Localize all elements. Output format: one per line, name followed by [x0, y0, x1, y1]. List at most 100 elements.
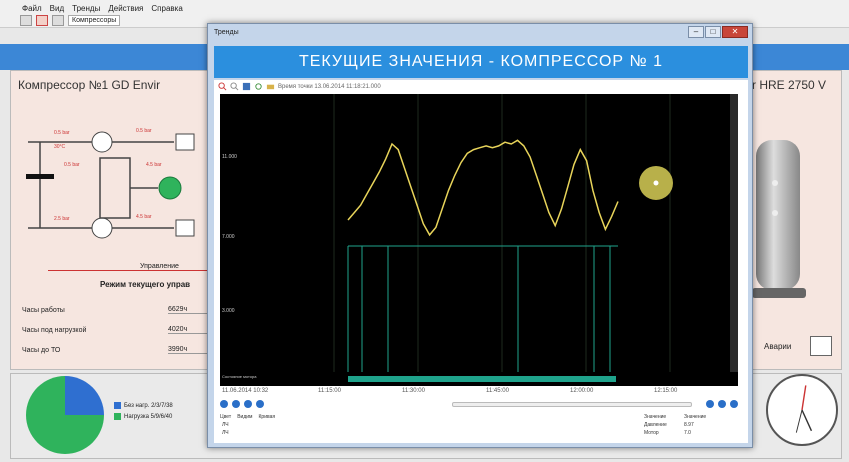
readout-value: 8.97 [684, 422, 694, 428]
mode-label: Режим текущего управ [100, 280, 191, 289]
svg-text:30°C: 30°C [54, 144, 66, 150]
print-icon[interactable] [266, 82, 275, 91]
readouts: Значение Значение Давление 8.97 Мотор 7.0 [644, 414, 714, 438]
alarm-label: Аварии [764, 342, 792, 351]
readout-row: Значение Значение [644, 414, 714, 420]
svg-text:0.5 bar: 0.5 bar [64, 162, 80, 168]
zoom-in-time-icon[interactable] [706, 400, 714, 408]
pie-legend: Без нагр. 2/3/7/38 Нагрузка 5/9/6/40 [114, 402, 173, 424]
y-tick-label: 3.000 [222, 308, 235, 314]
load-pie-chart [26, 376, 104, 454]
stat-label: Часы работы [22, 306, 65, 314]
tank-base [752, 288, 806, 298]
control-label: Управление [140, 263, 179, 270]
menu-actions[interactable]: Действия [108, 4, 144, 13]
readout-row: Мотор 7.0 [644, 430, 714, 436]
stat-label: Часы до ТО [22, 346, 61, 354]
trend-header: ТЕКУЩИЕ ЗНАЧЕНИЯ - КОМПРЕССОР № 1 [214, 46, 748, 78]
svg-text:2.5 bar: 2.5 bar [54, 216, 70, 222]
view-tab[interactable]: Компрессоры [68, 15, 121, 26]
window-title: Тренды [214, 29, 239, 36]
legend-label: Нагрузка 5/9/6/40 [124, 413, 173, 420]
time-tick: 11:30:00 [402, 388, 425, 394]
toolbar-button[interactable] [52, 15, 64, 26]
prev-icon[interactable] [232, 400, 240, 408]
curve-row[interactable]: ЛЧ [222, 422, 229, 428]
legend-swatch [114, 413, 121, 420]
clock-icon [766, 374, 838, 446]
stat-value: 4020ч [168, 326, 212, 334]
stat-value: 6629ч [168, 306, 212, 314]
curve-row[interactable]: ЛЧ [222, 430, 229, 436]
menu-file[interactable]: Файл [22, 4, 42, 13]
stat-label: Часы под нагрузкой [22, 326, 87, 334]
pump-icon [91, 131, 113, 153]
trend-plot[interactable]: 11.000 7.000 3.000 [220, 94, 738, 372]
legend-label: Без нагр. 2/3/7/38 [124, 402, 173, 409]
time-tick: 12:00:00 [570, 388, 594, 394]
time-scroll[interactable] [452, 402, 692, 407]
window-titlebar[interactable]: Тренды [208, 24, 752, 41]
pump-icon [91, 217, 113, 239]
time-tick: 12:15:00 [654, 388, 678, 394]
play-icon[interactable] [244, 400, 252, 408]
timeline-label: Состояние мотора [222, 374, 257, 379]
trend-chart [333, 94, 673, 372]
filter-icon [26, 174, 54, 179]
zoom-out-icon[interactable] [230, 82, 239, 91]
port-icon [772, 210, 778, 216]
toolbar-button[interactable] [20, 15, 32, 26]
y-tick-label: 11.000 [222, 154, 237, 160]
vertical-scrollbar[interactable] [730, 94, 738, 372]
readout-value: Значение [684, 414, 707, 420]
readout-name: Значение [644, 414, 667, 420]
compressor-title: Компрессор №1 GD Envir [18, 78, 161, 92]
toolbar: Компрессоры [20, 15, 121, 26]
main-menu: Файл Вид Тренды Действия Справка [22, 4, 183, 13]
zoom-out-time-icon[interactable] [718, 400, 726, 408]
divider [48, 270, 208, 271]
readout-name: Мотор [644, 430, 659, 436]
status-lamp-icon [158, 176, 182, 200]
svg-text:4.5 bar: 4.5 bar [146, 162, 162, 168]
time-tick: 11.06.2014 10:32 [222, 388, 269, 394]
stat-row: Часы под нагрузкой 4020ч [22, 326, 212, 334]
compressor-schematic: 0.5 bar 30°C 0.5 bar 0.5 bar 4.5 bar 2.5… [26, 128, 195, 239]
receiver-tank-icon [756, 140, 800, 290]
time-axis: 11.06.2014 10:32 11:15:00 11:30:00 11:45… [220, 387, 738, 397]
col-visible: Видим [237, 414, 253, 420]
window-controls: – □ ✕ [688, 26, 748, 38]
readout-row: Давление 8.97 [644, 422, 714, 428]
port-icon [772, 180, 778, 186]
minimize-button[interactable]: – [688, 26, 704, 38]
last-icon[interactable] [730, 400, 738, 408]
maximize-button[interactable]: □ [705, 26, 721, 38]
cursor-marker-dot [653, 180, 659, 186]
refresh-icon[interactable] [254, 82, 263, 91]
zoom-in-icon[interactable] [218, 82, 227, 91]
svg-text:0.5 bar: 0.5 bar [54, 130, 70, 136]
motor-state-timeline: Состояние мотора [220, 372, 738, 386]
legend-item: Без нагр. 2/3/7/38 [114, 402, 173, 409]
state-bar [348, 376, 616, 382]
time-tick: 11:45:00 [486, 388, 509, 394]
navigation-bar [220, 398, 738, 410]
col-curve: Кривая [258, 414, 276, 420]
menu-help[interactable]: Справка [151, 4, 183, 13]
save-icon[interactable] [242, 82, 251, 91]
close-button[interactable]: ✕ [722, 26, 748, 38]
valve-block [99, 157, 131, 219]
menu-view[interactable]: Вид [49, 4, 65, 13]
first-icon[interactable] [220, 400, 228, 408]
receiver-title: r HRE 2750 V [752, 78, 827, 92]
next-icon[interactable] [256, 400, 264, 408]
toolbar-button-active[interactable] [36, 15, 48, 26]
alarm-checkbox[interactable] [810, 336, 832, 356]
chart-toolbar: Время точки 13.06.2014 11:18:21.000 [218, 82, 381, 91]
trend-window[interactable]: Тренды – □ ✕ ТЕКУЩИЕ ЗНАЧЕНИЯ - КОМПРЕСС… [207, 23, 753, 448]
curve-grid-header: Цвет Видим Кривая [220, 414, 738, 420]
menu-trends[interactable]: Тренды [72, 4, 101, 13]
stat-value: 3990ч [168, 346, 212, 354]
readout-name: Давление [644, 422, 667, 428]
series-line [347, 139, 619, 237]
